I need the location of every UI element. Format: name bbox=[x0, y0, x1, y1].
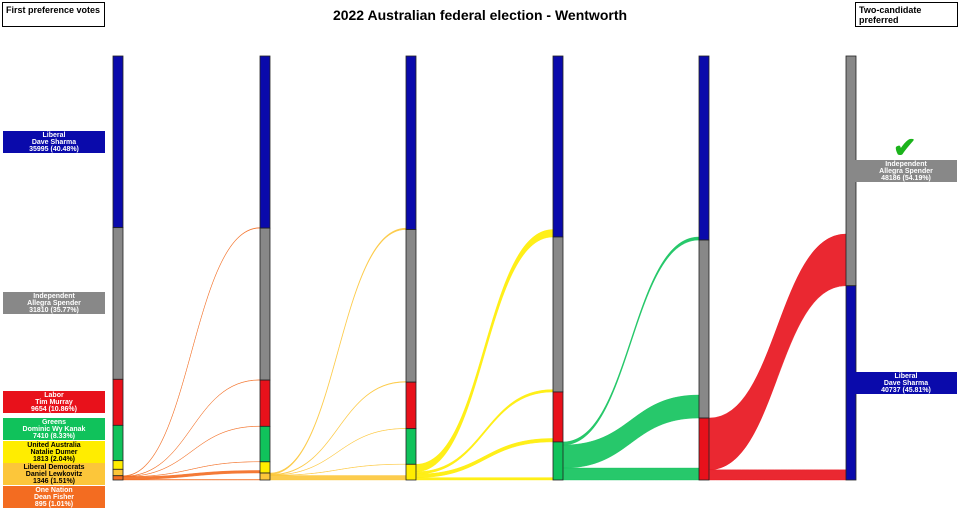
label-party: Independent bbox=[33, 292, 75, 300]
label-candidate: Natalie Dumer bbox=[30, 448, 78, 456]
flow-uap-to-lib bbox=[415, 229, 554, 472]
checkmark-icon: ✔ bbox=[893, 132, 917, 163]
flow-lab-to-lib bbox=[708, 469, 847, 481]
label-votes: 48186 (54.19%) bbox=[881, 175, 931, 183]
label-party: Greens bbox=[41, 418, 67, 426]
bar-count2-ldp bbox=[259, 472, 271, 481]
flow-ldp-to-lib bbox=[269, 227, 407, 475]
label-candidate: Allegra Spender bbox=[879, 167, 933, 175]
label-votes: 31810 (35.77%) bbox=[29, 307, 79, 315]
bar-count1-lab bbox=[112, 378, 124, 426]
bar-count2-lab bbox=[259, 379, 271, 427]
first-pref-label-lab: Labor Tim Murray 9654 (10.86%) bbox=[3, 391, 105, 413]
label-votes: 9654 (10.86%) bbox=[31, 406, 77, 414]
label-votes: 1813 (2.04%) bbox=[32, 456, 76, 464]
bar-count1-uap bbox=[112, 460, 124, 470]
bar-count2-lib bbox=[259, 55, 271, 229]
first-pref-label-uap: United Australia Natalie Dumer 1813 (2.04%… bbox=[3, 441, 105, 463]
label-votes: 40737 (45.81%) bbox=[881, 387, 931, 395]
chart-title: 2022 Australian federal election - Wentw… bbox=[332, 7, 628, 23]
label-party: Labor bbox=[44, 391, 64, 399]
bar-count2-grn bbox=[259, 425, 271, 463]
label-party: One Nation bbox=[35, 486, 73, 494]
bar-count3-lib bbox=[405, 55, 417, 230]
flow-ldp-to-lab bbox=[269, 428, 407, 476]
label-party: Liberal bbox=[42, 131, 66, 139]
flow-lab-to-ind bbox=[708, 233, 847, 471]
bar-count1-ldp bbox=[112, 468, 124, 477]
bar-count1-lib bbox=[112, 55, 124, 229]
label-votes: 35995 (40.48%) bbox=[29, 146, 79, 154]
flow-uap-to-grn bbox=[415, 477, 554, 481]
tcp-label-lib: Liberal Dave Sharma 40737 (45.81%) bbox=[855, 372, 957, 394]
bar-count5-lib bbox=[698, 55, 710, 241]
label-party: United Australia bbox=[27, 441, 81, 449]
flow-grn-to-lab bbox=[562, 467, 700, 481]
label-candidate: Dave Sharma bbox=[883, 379, 929, 387]
first-pref-label-ldp: Liberal Democrats Daniel Lewkovitz 1346 (1… bbox=[3, 463, 105, 485]
two-candidate-preferred-header: Two-candidate preferred bbox=[855, 2, 958, 27]
bar-count2-uap bbox=[259, 461, 271, 474]
bar-count3-uap bbox=[405, 463, 417, 481]
bar-count1-on bbox=[112, 475, 124, 481]
bar-count4-grn bbox=[552, 441, 564, 481]
flow-ldp-to-uap bbox=[269, 475, 407, 481]
label-votes: 895 (1.01%) bbox=[34, 501, 74, 509]
bar-count1-grn bbox=[112, 424, 124, 462]
label-votes: 7410 (8.33%) bbox=[32, 433, 76, 441]
bar-count3-ind bbox=[405, 229, 417, 383]
flow-grn-to-ind bbox=[562, 394, 700, 469]
bar-count2-ind bbox=[259, 227, 271, 381]
bar-count4-lab bbox=[552, 391, 564, 443]
label-party: Liberal Democrats bbox=[23, 463, 85, 471]
label-candidate: Dean Fisher bbox=[33, 493, 75, 501]
first-preference-header: First preference votes bbox=[2, 2, 105, 27]
label-candidate: Dominic Wy Kanak bbox=[22, 425, 86, 433]
bar-count3-lab bbox=[405, 381, 417, 430]
first-pref-label-lib: Liberal Dave Sharma 35995 (40.48%) bbox=[3, 131, 105, 153]
label-votes: 1346 (1.51%) bbox=[32, 478, 76, 486]
label-candidate: Allegra Spender bbox=[27, 299, 81, 307]
label-party: Independent bbox=[885, 160, 927, 168]
first-pref-label-grn: Greens Dominic Wy Kanak 7410 (8.33%) bbox=[3, 418, 105, 440]
tcp-label-ind: Independent Allegra Spender 48186 (54.19%) bbox=[855, 160, 957, 182]
bar-count5-ind bbox=[698, 239, 710, 419]
bar-count3-grn bbox=[405, 428, 417, 465]
label-party: Liberal bbox=[894, 372, 918, 380]
flow-on-to-lib bbox=[122, 227, 261, 477]
bar-count1-ind bbox=[112, 227, 124, 380]
first-pref-label-on: One Nation Dean Fisher 895 (1.01%) bbox=[3, 486, 105, 508]
first-pref-label-ind: Independent Allegra Spender 31810 (35.77%) bbox=[3, 292, 105, 314]
bar-count5-lab bbox=[698, 417, 710, 481]
flow-ldp-to-ind bbox=[269, 381, 407, 476]
bar-count4-lib bbox=[552, 55, 564, 238]
label-candidate: Tim Murray bbox=[35, 398, 73, 406]
label-candidate: Daniel Lewkovitz bbox=[25, 470, 83, 478]
bar-count4-ind bbox=[552, 236, 564, 393]
label-candidate: Dave Sharma bbox=[31, 138, 77, 146]
flow-on-to-ldp bbox=[122, 479, 261, 481]
